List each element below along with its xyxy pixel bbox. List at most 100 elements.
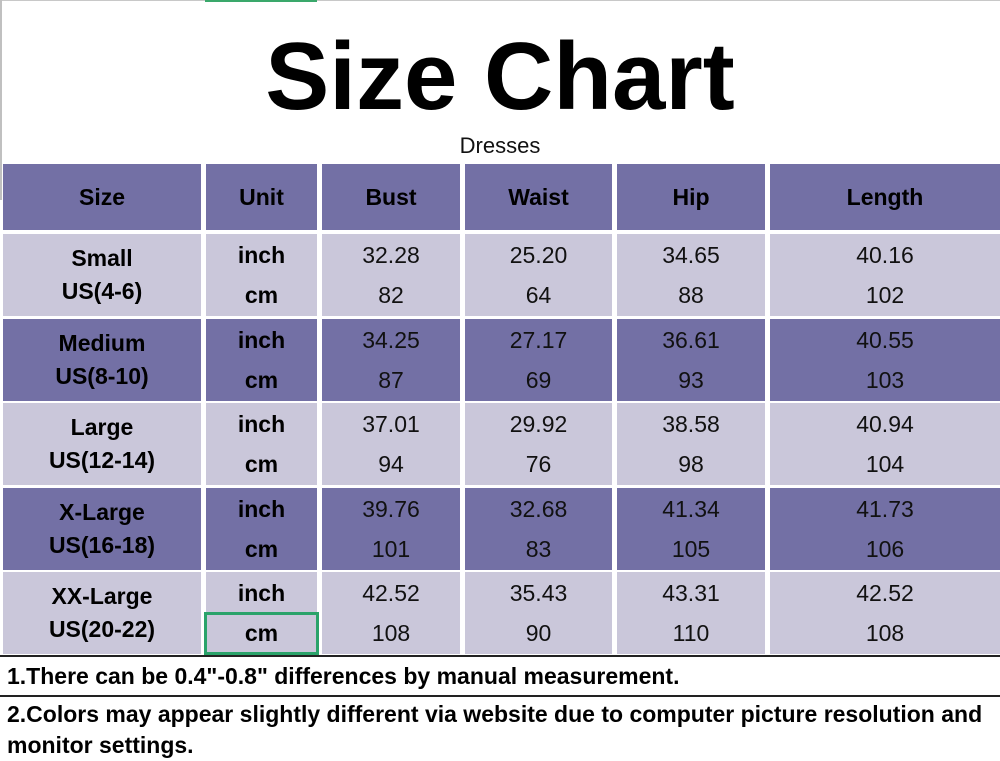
waist-inch-value: 25.20 <box>509 242 568 268</box>
sheet-top-border <box>0 0 1000 1</box>
hip-inch-value: 41.34 <box>662 496 720 522</box>
selected-cell-highlight <box>204 612 319 655</box>
notes-divider <box>0 655 1000 657</box>
bust-cell[interactable]: 37.01 94 <box>322 403 460 485</box>
length-inch-value: 40.94 <box>856 411 914 437</box>
hip-cell[interactable]: 38.58 98 <box>617 403 765 485</box>
column-selection-indicator <box>205 0 317 2</box>
hip-cm-value: 88 <box>678 282 704 308</box>
size-us-range: US(20-22) <box>48 616 156 642</box>
bust-cell[interactable]: 42.52 108 <box>322 572 460 654</box>
hip-cell[interactable]: 34.65 88 <box>617 234 765 316</box>
hip-cm-value: 105 <box>671 536 711 562</box>
length-cm-value: 104 <box>865 451 905 477</box>
length-cell[interactable]: 40.55 103 <box>770 319 1000 401</box>
bust-inch-value: 32.28 <box>362 242 420 268</box>
unit-cm-value: cm <box>244 367 279 393</box>
page-title: Size Chart <box>265 23 735 130</box>
unit-inch-value: inch <box>237 580 286 606</box>
waist-cm-value: 76 <box>525 451 552 477</box>
waist-inch-value: 35.43 <box>509 580 568 606</box>
bust-inch-value: 37.01 <box>362 411 420 437</box>
header-size[interactable]: Size <box>3 164 201 230</box>
size-us-range: US(4-6) <box>61 278 143 304</box>
size-cell[interactable]: XX-Large US(20-22) <box>3 572 201 654</box>
waist-cell[interactable]: 29.92 76 <box>465 403 612 485</box>
header-unit[interactable]: Unit <box>206 164 317 230</box>
waist-cm-value: 64 <box>525 282 552 308</box>
header-length[interactable]: Length <box>770 164 1000 230</box>
length-inch-value: 42.52 <box>856 580 914 606</box>
waist-cm-value: 90 <box>525 620 552 646</box>
table-row: XX-Large US(20-22) inch cm 42.52 108 35.43 90 43… <box>0 572 1000 654</box>
size-cell[interactable]: X-Large US(16-18) <box>3 488 201 570</box>
waist-cell[interactable]: 25.20 64 <box>465 234 612 316</box>
size-us-range: US(8-10) <box>55 363 149 389</box>
hip-inch-value: 36.61 <box>662 327 720 353</box>
size-name: Small <box>71 245 133 271</box>
hip-inch-value: 34.65 <box>662 242 720 268</box>
unit-inch-value: inch <box>237 327 286 353</box>
unit-inch-value: inch <box>237 411 286 437</box>
unit-cm-value: cm <box>244 536 279 562</box>
size-name: X-Large <box>59 499 145 525</box>
hip-cm-value: 110 <box>672 620 710 646</box>
bust-cm-value: 87 <box>378 367 404 393</box>
waist-cell[interactable]: 35.43 90 <box>465 572 612 654</box>
header-waist[interactable]: Waist <box>465 164 612 230</box>
size-cell[interactable]: Small US(4-6) <box>3 234 201 316</box>
hip-inch-value: 43.31 <box>662 580 720 606</box>
hip-cell[interactable]: 41.34 105 <box>617 488 765 570</box>
bust-inch-value: 39.76 <box>362 496 420 522</box>
table-row: Small US(4-6) inch cm 32.28 82 25.20 64 34.65 88 4… <box>0 234 1000 316</box>
length-cell[interactable]: 41.73 106 <box>770 488 1000 570</box>
unit-cell[interactable]: inch cm <box>206 319 317 401</box>
table-header-row: Size Unit Bust Waist Hip Length <box>0 164 1000 232</box>
length-cell[interactable]: 40.16 102 <box>770 234 1000 316</box>
unit-cell[interactable]: inch cm <box>206 488 317 570</box>
length-cell[interactable]: 42.52 108 <box>770 572 1000 654</box>
header-hip[interactable]: Hip <box>617 164 765 230</box>
hip-cell[interactable]: 43.31 110 <box>617 572 765 654</box>
waist-inch-value: 32.68 <box>509 496 568 522</box>
note-colors: 2.Colors may appear slightly different v… <box>7 701 983 758</box>
hip-inch-value: 38.58 <box>662 411 720 437</box>
size-name: XX-Large <box>51 583 153 609</box>
hip-cm-value: 93 <box>678 367 704 393</box>
size-name: Medium <box>58 330 146 356</box>
waist-cell[interactable]: 27.17 69 <box>465 319 612 401</box>
table-row: Large US(12-14) inch cm 37.01 94 29.92 76 38.58 9… <box>0 403 1000 485</box>
size-cell[interactable]: Medium US(8-10) <box>3 319 201 401</box>
unit-cell[interactable]: inch cm <box>206 403 317 485</box>
length-cm-value: 103 <box>865 367 905 393</box>
table-row: X-Large US(16-18) inch cm 39.76 101 32.68 83 41.… <box>0 488 1000 570</box>
hip-cell[interactable]: 36.61 93 <box>617 319 765 401</box>
length-cell[interactable]: 40.94 104 <box>770 403 1000 485</box>
waist-inch-value: 29.92 <box>509 411 568 437</box>
unit-cm-value: cm <box>244 620 279 646</box>
waist-cell[interactable]: 32.68 83 <box>465 488 612 570</box>
unit-cm-value: cm <box>244 282 279 308</box>
bust-cell[interactable]: 32.28 82 <box>322 234 460 316</box>
length-inch-value: 40.55 <box>856 327 914 353</box>
waist-cm-value: 69 <box>525 367 552 393</box>
size-us-range: US(12-14) <box>48 447 156 473</box>
unit-inch-value: inch <box>237 242 286 268</box>
length-inch-value: 41.73 <box>856 496 914 522</box>
header-bust[interactable]: Bust <box>322 164 460 230</box>
bust-cm-value: 108 <box>371 620 411 646</box>
length-cm-value: 106 <box>865 536 905 562</box>
size-cell[interactable]: Large US(12-14) <box>3 403 201 485</box>
bust-cm-value: 82 <box>378 282 404 308</box>
bust-inch-value: 42.52 <box>362 580 420 606</box>
length-cm-value: 102 <box>865 282 905 308</box>
unit-cell[interactable]: inch cm <box>206 234 317 316</box>
size-us-range: US(16-18) <box>48 532 156 558</box>
bust-inch-value: 34.25 <box>362 327 420 353</box>
sheet-left-border <box>0 0 2 200</box>
bust-cell[interactable]: 39.76 101 <box>322 488 460 570</box>
bust-cell[interactable]: 34.25 87 <box>322 319 460 401</box>
page-subtitle: Dresses <box>459 133 541 158</box>
table-row: Medium US(8-10) inch cm 34.25 87 27.17 69 36.61 9… <box>0 319 1000 401</box>
unit-inch-value: inch <box>237 496 286 522</box>
